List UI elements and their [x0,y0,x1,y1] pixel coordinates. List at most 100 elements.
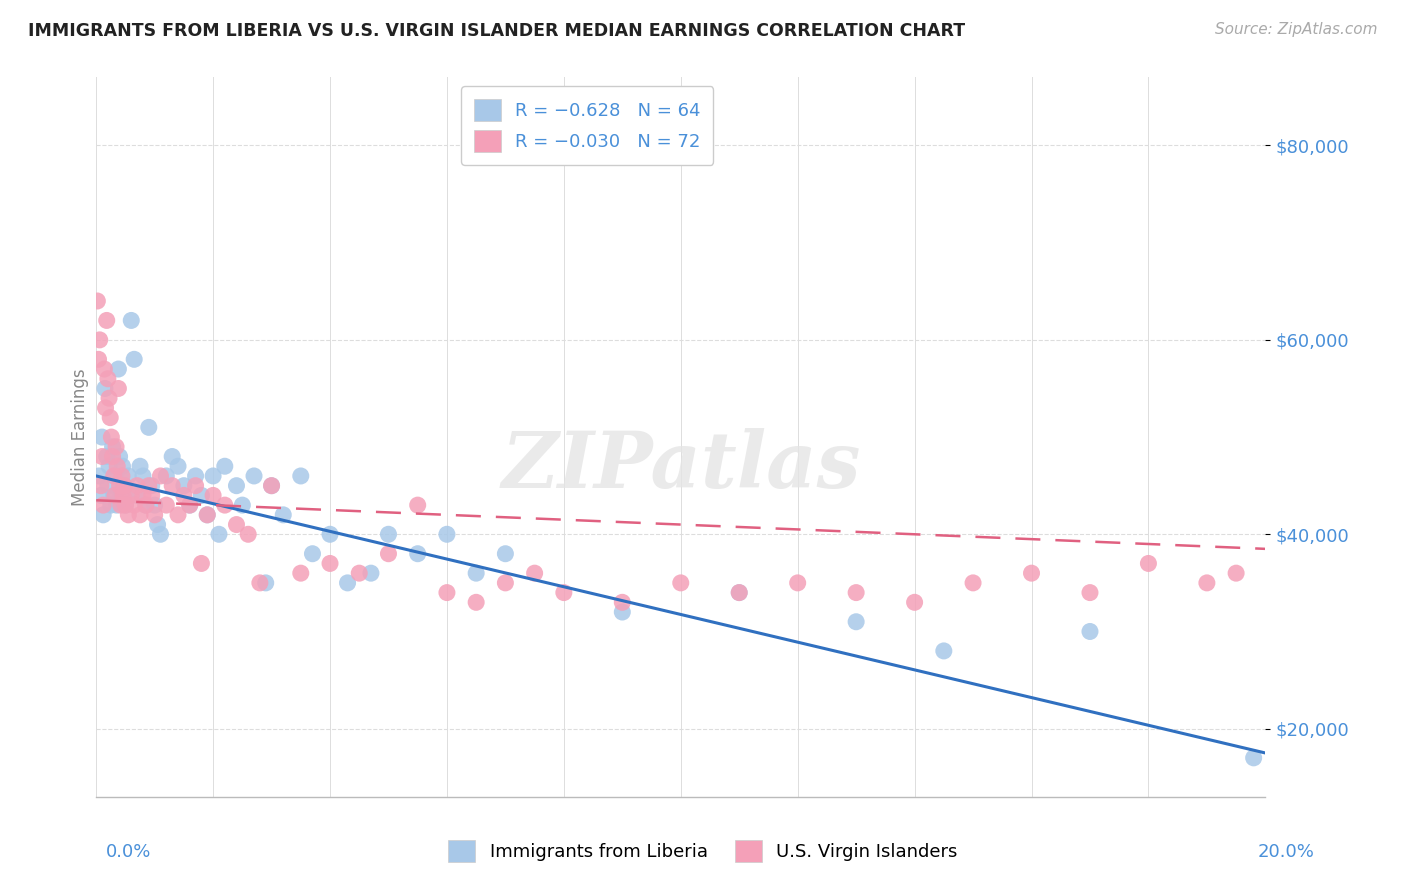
Point [114,498,136,512]
Text: IMMIGRANTS FROM LIBERIA VS U.S. VIRGIN ISLANDER MEDIAN EARNINGS CORRELATION CHAR: IMMIGRANTS FROM LIBERIA VS U.S. VIRGIN I… [28,22,966,40]
Point [120,488,142,502]
Point [494,547,516,561]
Point [406,547,429,561]
Point [104,488,127,502]
Point [179,498,201,512]
Point [98,391,121,405]
Point [195,508,218,522]
Point [208,527,231,541]
Y-axis label: Median Earnings: Median Earnings [72,368,89,506]
Point [254,575,277,590]
Point [129,508,152,522]
Point [167,508,190,522]
Legend: R = −0.628   N = 64, R = −0.030   N = 72: R = −0.628 N = 64, R = −0.030 N = 72 [461,87,713,165]
Text: ZIPatlas: ZIPatlas [501,427,860,504]
Point [319,557,342,571]
Point [138,420,160,434]
Point [1078,624,1101,639]
Point [103,488,125,502]
Text: Source: ZipAtlas.com: Source: ZipAtlas.com [1215,22,1378,37]
Point [87,352,110,367]
Point [349,566,371,581]
Point [728,585,751,599]
Point [101,450,124,464]
Point [155,469,177,483]
Text: 0.0%: 0.0% [105,843,150,861]
Point [110,498,132,512]
Point [728,585,751,599]
Point [127,478,149,492]
Point [184,469,207,483]
Point [360,566,382,581]
Point [132,488,155,502]
Point [231,498,253,512]
Point [135,498,157,512]
Point [155,498,177,512]
Point [104,469,127,483]
Point [1021,566,1043,581]
Point [135,498,157,512]
Point [117,469,139,483]
Point [98,410,121,425]
Point [932,644,955,658]
Point [1137,557,1160,571]
Point [436,527,458,541]
Point [238,527,260,541]
Point [94,382,117,396]
Point [202,488,225,502]
Point [786,575,808,590]
Point [377,527,399,541]
Point [190,557,212,571]
Point [108,450,131,464]
Point [90,488,112,502]
Point [1243,751,1265,765]
Text: 20.0%: 20.0% [1258,843,1315,861]
Point [173,478,195,492]
Point [143,508,166,522]
Point [96,450,118,464]
Point [214,498,236,512]
Point [184,478,207,492]
Point [301,547,323,561]
Point [86,293,108,308]
Point [612,605,634,619]
Point [149,469,172,483]
Point [91,498,114,512]
Point [87,469,110,483]
Point [103,469,125,483]
Point [94,401,117,415]
Point [93,362,115,376]
Point [523,566,546,581]
Point [112,478,135,492]
Point [90,478,112,492]
Point [101,440,124,454]
Point [260,478,283,492]
Point [107,362,129,376]
Point [202,469,225,483]
Point [146,517,169,532]
Point [108,478,131,492]
Point [845,585,868,599]
Point [494,575,516,590]
Point [112,488,135,502]
Point [141,488,163,502]
Point [111,459,134,474]
Point [271,508,294,522]
Point [105,498,128,512]
Point [167,459,190,474]
Point [553,585,575,599]
Point [1225,566,1247,581]
Point [120,313,142,327]
Legend: Immigrants from Liberia, U.S. Virgin Islanders: Immigrants from Liberia, U.S. Virgin Isl… [441,833,965,870]
Point [903,595,925,609]
Point [98,459,121,474]
Point [122,352,145,367]
Point [111,469,134,483]
Point [141,478,163,492]
Point [160,450,183,464]
Point [117,508,139,522]
Point [465,595,488,609]
Point [91,430,114,444]
Point [612,595,634,609]
Point [173,488,195,502]
